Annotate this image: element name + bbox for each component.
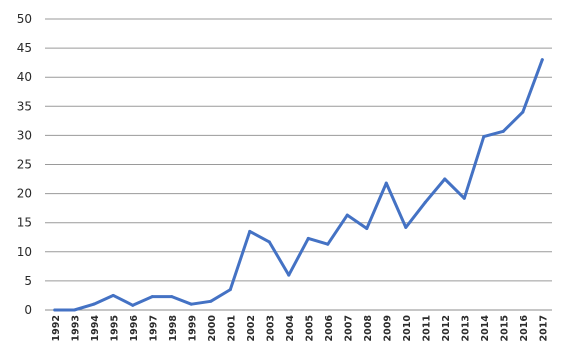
data-point-1997	[150, 295, 154, 299]
data-point-2006	[326, 242, 330, 246]
data-point-1995	[111, 293, 115, 297]
data-point-1996	[131, 303, 135, 307]
data-point-2004	[287, 273, 291, 277]
x-tick-label: 2009	[382, 315, 393, 341]
y-tick-label: 5	[24, 274, 32, 288]
x-tick-label: 1998	[168, 315, 179, 342]
y-tick-label: 35	[17, 99, 32, 113]
data-point-2008	[365, 227, 369, 231]
data-point-2007	[345, 213, 349, 217]
data-point-2017	[540, 58, 544, 62]
x-tick-label: 1995	[109, 315, 120, 341]
y-axis-ticks: 0 5 10 15 20 25 30 35 40 45 50	[17, 12, 32, 317]
x-tick-label: 2005	[304, 315, 315, 341]
x-tick-label: 2004	[285, 315, 296, 342]
x-tick-label: 2001	[226, 315, 237, 341]
series-layer	[53, 58, 544, 312]
series-line-0	[53, 58, 544, 312]
x-tick-label: 2010	[402, 315, 413, 342]
x-tick-label: 1997	[148, 315, 159, 341]
data-point-1994	[92, 302, 96, 306]
x-tick-label: 1993	[70, 315, 81, 341]
data-point-2012	[443, 177, 447, 181]
data-point-2009	[384, 181, 388, 185]
data-point-2013	[462, 196, 466, 200]
y-tick-label: 15	[17, 216, 32, 230]
x-tick-label: 2002	[246, 315, 257, 341]
y-tick-label: 20	[17, 187, 32, 201]
data-point-1992	[53, 308, 57, 312]
data-point-2005	[306, 236, 310, 240]
x-axis-ticks: 1992 1993 1994 1995 1996 1997 1998 1999 2000 2001…	[51, 315, 550, 342]
data-point-1998	[170, 295, 174, 299]
data-point-1993	[72, 308, 76, 312]
data-point-1999	[189, 302, 193, 306]
y-tick-label: 50	[17, 12, 32, 26]
x-tick-label: 2006	[324, 315, 335, 342]
x-tick-label: 1992	[51, 315, 62, 341]
data-point-2001	[228, 288, 232, 292]
x-tick-label: 2013	[460, 315, 471, 341]
data-point-2002	[248, 229, 252, 233]
data-point-2000	[209, 299, 213, 303]
x-tick-label: 1999	[187, 315, 198, 341]
y-tick-label: 40	[17, 70, 32, 84]
y-tick-label: 0	[24, 303, 32, 317]
x-tick-label: 2016	[519, 315, 530, 342]
x-tick-label: 2017	[538, 315, 549, 341]
x-tick-label: 2014	[480, 315, 491, 342]
y-tick-label: 30	[17, 128, 32, 142]
data-point-2010	[404, 225, 408, 229]
data-point-2016	[521, 110, 525, 114]
data-point-2003	[267, 240, 271, 244]
x-tick-label: 2011	[421, 315, 432, 341]
x-tick-label: 2012	[441, 315, 452, 341]
x-tick-label: 2007	[343, 315, 354, 341]
x-tick-label: 2000	[207, 315, 218, 342]
gridlines	[45, 18, 552, 311]
x-tick-label: 1994	[90, 315, 101, 342]
data-point-2011	[423, 200, 427, 204]
x-tick-label: 1996	[129, 315, 140, 342]
data-point-2014	[482, 135, 486, 139]
x-tick-label: 2003	[265, 315, 276, 341]
y-tick-label: 45	[17, 41, 32, 55]
y-tick-label: 25	[17, 158, 32, 172]
x-tick-label: 2015	[499, 315, 510, 341]
y-tick-label: 10	[17, 245, 32, 259]
x-tick-label: 2008	[363, 315, 374, 342]
data-point-2015	[501, 129, 505, 133]
